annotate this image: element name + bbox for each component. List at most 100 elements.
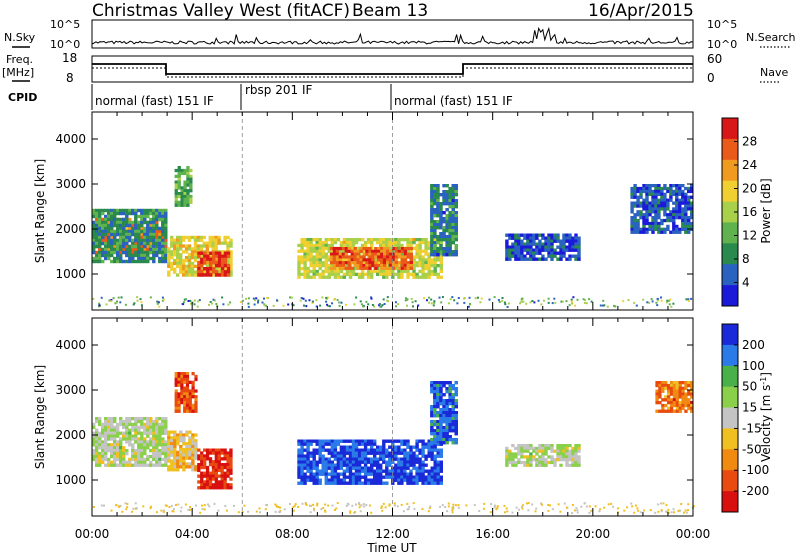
power-speckle-cell xyxy=(333,298,336,301)
power-cell xyxy=(433,196,437,200)
power-cell xyxy=(505,242,509,246)
vel-cell xyxy=(445,435,449,439)
vel-cell xyxy=(214,480,218,484)
power-cell xyxy=(377,258,381,262)
vel-cell xyxy=(220,468,224,473)
power-cell xyxy=(98,247,102,252)
power-cell xyxy=(186,194,190,199)
power-colorbar-tick-label: 20 xyxy=(742,182,757,196)
power-cell xyxy=(415,261,419,265)
power-speckle-cell xyxy=(370,296,373,299)
power-cell xyxy=(666,227,670,231)
vel-cell xyxy=(366,472,371,476)
vel-cell xyxy=(439,454,443,458)
vel-speckle-cell xyxy=(631,505,634,508)
power-cell xyxy=(309,261,313,265)
power-cell xyxy=(300,243,304,248)
power-cell xyxy=(341,263,346,268)
power-cell xyxy=(376,238,380,242)
vel-cell xyxy=(183,403,187,408)
vel-cell xyxy=(336,466,341,470)
vel-cell xyxy=(188,439,192,443)
vel-cell xyxy=(439,448,443,452)
power-cell xyxy=(505,248,509,252)
power-cell xyxy=(341,266,346,270)
power-cell xyxy=(183,200,187,204)
vel-cell xyxy=(538,444,542,448)
vel-cell xyxy=(113,451,117,456)
power-cell xyxy=(140,211,144,216)
power-cell xyxy=(104,235,108,240)
power-cell xyxy=(366,275,371,279)
power-cell xyxy=(137,256,141,261)
vel-cell xyxy=(681,389,685,393)
vel-cell xyxy=(373,469,377,473)
vel-speckle-cell xyxy=(357,502,360,505)
power-cell xyxy=(535,242,539,246)
power-cell xyxy=(556,257,560,261)
power-cell xyxy=(436,247,440,251)
power-cell xyxy=(418,249,422,253)
vel-cell xyxy=(672,381,677,385)
vel-cell xyxy=(687,383,691,388)
power-cell xyxy=(388,249,393,253)
vel-cell xyxy=(188,453,192,457)
vel-cell xyxy=(297,457,301,461)
power-cell xyxy=(312,243,316,248)
vel-cell xyxy=(321,472,325,476)
power-cell xyxy=(365,249,369,253)
power-cell xyxy=(630,216,634,220)
power-speckle-cell xyxy=(498,301,501,303)
vel-cell xyxy=(113,443,117,447)
power-cell xyxy=(223,238,227,242)
vel-cell xyxy=(125,463,129,467)
power-cell xyxy=(345,258,350,262)
vel-cell xyxy=(188,406,192,410)
vel-cell xyxy=(342,448,347,452)
power-cell xyxy=(362,258,366,262)
vel-cell xyxy=(205,480,210,484)
power-cell xyxy=(122,232,126,237)
power-cell xyxy=(312,266,316,271)
power-cell xyxy=(344,266,349,270)
vel-cell xyxy=(113,463,117,467)
power-cell xyxy=(454,211,458,215)
vel-cell xyxy=(214,454,218,458)
power-cell xyxy=(439,214,443,218)
power-cell xyxy=(184,250,189,254)
power-cell xyxy=(445,190,449,194)
power-cell xyxy=(119,208,123,213)
power-speckle-cell xyxy=(212,298,215,301)
vel-cell xyxy=(173,459,177,463)
power-cell xyxy=(394,255,399,259)
vel-cell xyxy=(357,463,362,467)
power-cell xyxy=(433,253,437,257)
power-cell xyxy=(167,256,171,260)
power-cell xyxy=(433,193,437,197)
power-cell xyxy=(577,254,581,258)
power-cell xyxy=(406,252,410,256)
power-cell xyxy=(193,273,198,277)
vel-cell xyxy=(442,393,446,397)
vel-cell xyxy=(98,419,102,424)
power-cell xyxy=(663,210,667,214)
vel-cell xyxy=(137,431,141,435)
power-cell xyxy=(684,198,688,202)
vel-speckle-cell xyxy=(534,510,537,513)
power-cell xyxy=(430,190,434,194)
vel-cell xyxy=(681,401,685,405)
power-cell xyxy=(134,238,138,243)
power-cell xyxy=(181,250,186,254)
vel-cell xyxy=(92,451,96,456)
vel-cell xyxy=(433,454,437,458)
power-cell xyxy=(433,244,437,248)
power-cell xyxy=(324,269,328,274)
power-cell xyxy=(454,250,458,254)
vel-cell xyxy=(306,454,310,458)
power-cell xyxy=(332,266,337,270)
vel-cell xyxy=(550,444,554,448)
power-cell xyxy=(359,258,363,262)
vel-speckle-cell xyxy=(400,503,403,506)
vel-cell xyxy=(321,469,325,473)
power-speckle-cell xyxy=(161,299,164,302)
